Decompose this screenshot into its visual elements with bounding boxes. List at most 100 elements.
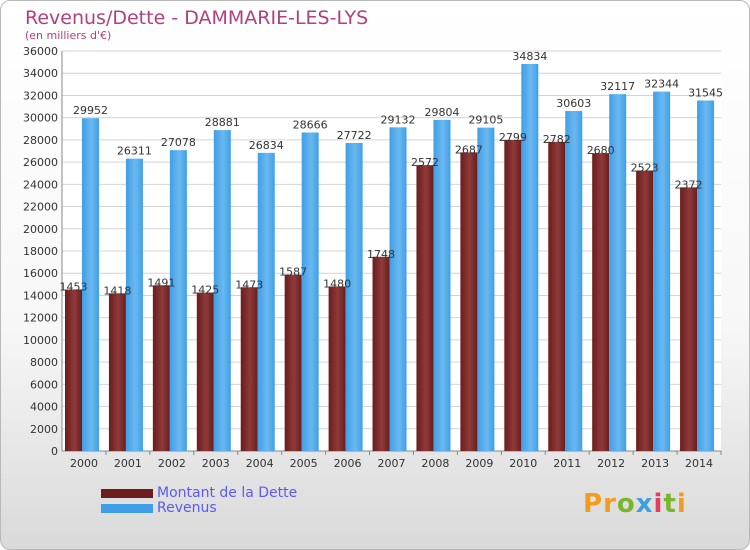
bar-debt (152, 285, 170, 451)
bar-revenue (697, 100, 715, 451)
y-tick-label: 36000 (23, 45, 58, 58)
bar-revenue (169, 150, 187, 451)
bar-debt (636, 170, 654, 451)
y-tick-label: 20000 (23, 223, 58, 236)
x-tick-label: 2004 (246, 457, 274, 470)
logo-letter: P (583, 489, 604, 519)
bar-revenue (389, 127, 407, 452)
legend-label-revenue: Revenus (157, 500, 217, 516)
y-tick-label: 30000 (23, 112, 58, 125)
bar-debt (372, 256, 390, 451)
data-label-revenue: 28666 (293, 118, 328, 131)
legend-swatch-debt (101, 489, 153, 498)
bar-debt (240, 287, 258, 451)
bar-revenue (433, 119, 451, 451)
y-tick-label: 22000 (23, 201, 58, 214)
bar-revenue (257, 152, 275, 451)
y-tick-label: 32000 (23, 89, 58, 102)
bar-revenue (125, 158, 143, 451)
data-label-debt: 1491 (147, 276, 175, 289)
y-tick-label: 14000 (23, 289, 58, 302)
data-label-debt: 1425 (191, 284, 219, 297)
data-label-debt: 2799 (499, 131, 527, 144)
bar-revenue (82, 118, 99, 451)
x-tick-label: 2014 (685, 457, 713, 470)
x-tick-label: 2009 (465, 457, 493, 470)
data-label-revenue: 30603 (556, 97, 591, 110)
x-tick-label: 2003 (202, 457, 230, 470)
logo-letter: r (603, 489, 617, 519)
data-label-revenue: 27722 (337, 129, 372, 142)
x-tick-label: 2000 (70, 457, 98, 470)
data-label-debt: 2782 (543, 133, 571, 146)
y-tick-label: 2000 (30, 423, 58, 436)
data-label-revenue: 26311 (117, 145, 152, 158)
bar-debt (108, 293, 126, 451)
data-label-debt: 2572 (411, 156, 439, 169)
x-tick-label: 2008 (421, 457, 449, 470)
y-tick-label: 8000 (30, 356, 58, 369)
logo-letter: t (663, 489, 677, 519)
data-label-revenue: 29804 (424, 106, 459, 119)
data-label-revenue: 34834 (512, 50, 547, 63)
proxiti-logo: Proxiti (583, 489, 687, 519)
y-tick-label: 6000 (30, 378, 58, 391)
data-label-debt: 1473 (235, 278, 263, 291)
logo-letter: i (653, 489, 664, 519)
x-tick-label: 2011 (553, 457, 581, 470)
bar-revenue (609, 94, 627, 452)
bar-revenue (565, 110, 583, 451)
y-tick-label: 24000 (23, 178, 58, 191)
data-label-revenue: 31545 (688, 87, 723, 100)
x-tick-label: 2002 (158, 457, 186, 470)
y-tick-label: 28000 (23, 134, 58, 147)
bar-revenue (521, 63, 539, 451)
data-label-revenue: 32344 (644, 78, 679, 91)
data-label-revenue: 29132 (381, 113, 416, 126)
x-tick-label: 2013 (641, 457, 669, 470)
bar-debt (548, 141, 566, 451)
data-label-debt: 2687 (455, 143, 483, 156)
x-tick-label: 2005 (290, 457, 318, 470)
y-tick-label: 16000 (23, 267, 58, 280)
data-label-debt: 1418 (103, 284, 131, 297)
bar-debt (680, 187, 698, 451)
logo-letter: i (676, 489, 687, 519)
data-label-debt: 1587 (279, 266, 307, 279)
data-label-revenue: 27078 (161, 136, 196, 149)
bar-debt (416, 165, 434, 451)
chart-title: Revenus/Dette - DAMMARIE-LES-LYS (25, 7, 369, 29)
data-label-debt: 1453 (60, 281, 88, 294)
y-tick-label: 18000 (23, 245, 58, 258)
bar-debt (504, 139, 522, 451)
x-tick-label: 2010 (509, 457, 537, 470)
x-tick-label: 2007 (378, 457, 406, 470)
data-label-debt: 2680 (587, 144, 615, 157)
y-tick-label: 34000 (23, 67, 58, 80)
bar-revenue (345, 142, 363, 451)
data-label-debt: 1480 (323, 277, 351, 290)
data-label-revenue: 29105 (468, 114, 503, 127)
bar-revenue (301, 132, 319, 451)
data-label-debt: 2372 (675, 178, 703, 191)
bar-debt (460, 152, 478, 451)
data-label-revenue: 29952 (73, 104, 108, 117)
bar-debt (592, 153, 610, 451)
x-tick-label: 2006 (334, 457, 362, 470)
bar-debt (284, 274, 302, 451)
data-label-revenue: 32117 (600, 80, 635, 93)
legend-label-debt: Montant de la Dette (157, 485, 298, 501)
data-label-revenue: 26834 (249, 139, 284, 152)
bar-debt (65, 289, 82, 451)
x-tick-label: 2001 (114, 457, 142, 470)
y-tick-label: 4000 (30, 401, 58, 414)
y-tick-label: 0 (51, 445, 58, 458)
bar-revenue (213, 130, 231, 451)
bar-debt (328, 286, 346, 451)
bar-debt (196, 292, 214, 451)
bar-revenue (477, 127, 495, 451)
y-tick-label: 26000 (23, 156, 58, 169)
chart-subtitle: (en milliers d'€) (25, 29, 112, 42)
